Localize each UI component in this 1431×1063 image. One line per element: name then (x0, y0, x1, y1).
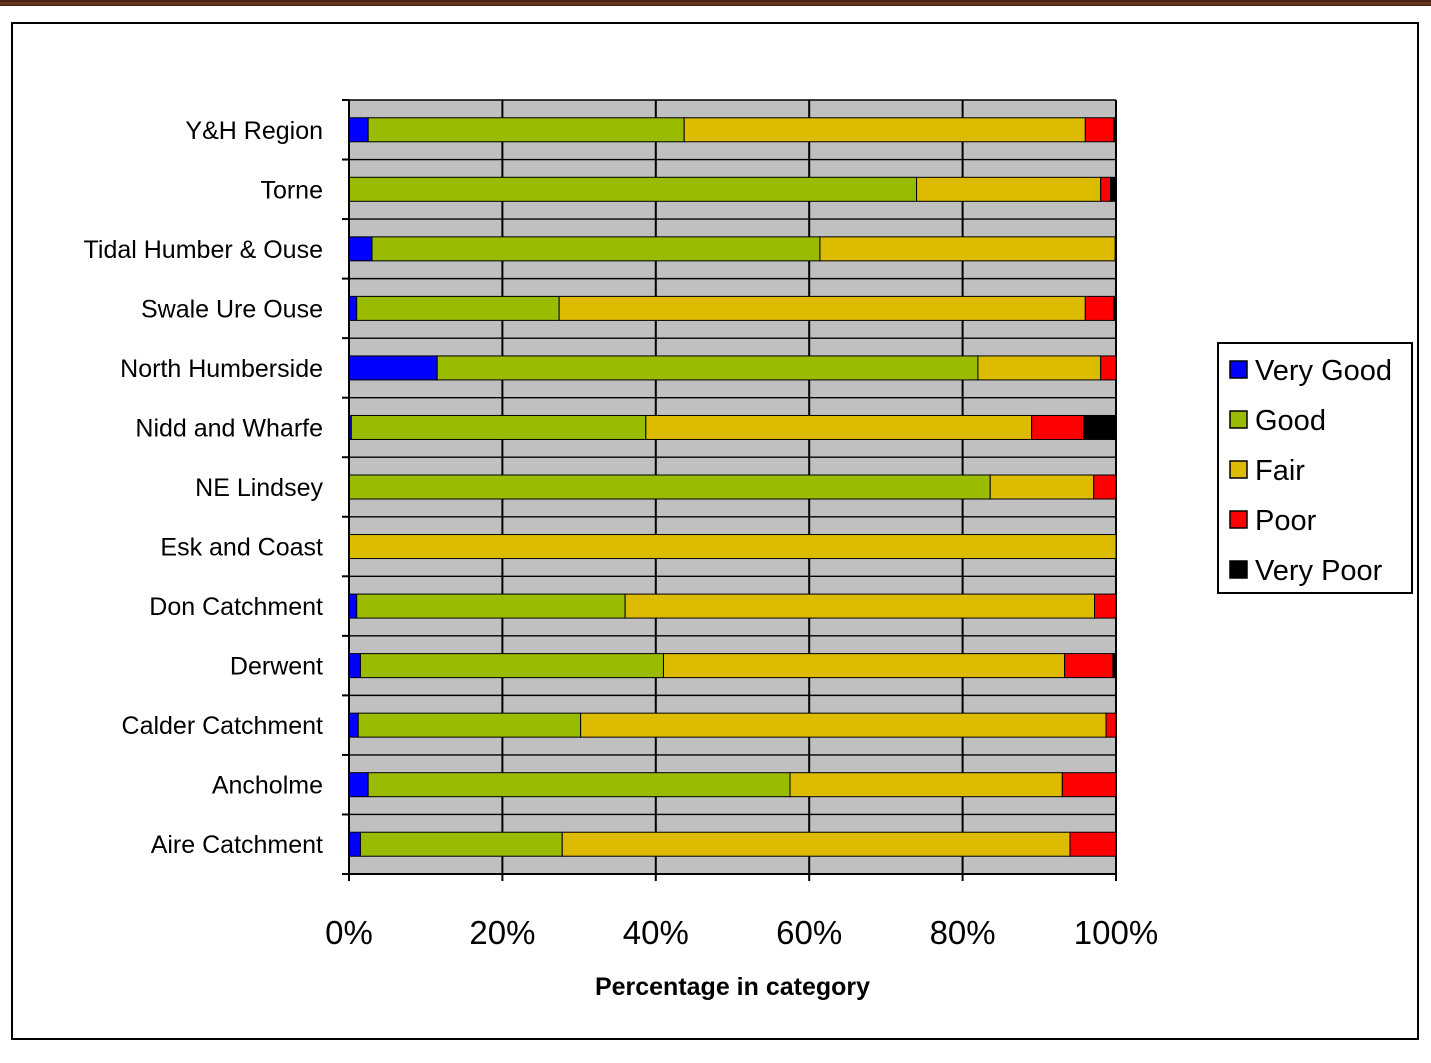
category-label: NE Lindsey (195, 474, 323, 502)
legend: Very Good Good Fair Poor Very Poor (1217, 342, 1413, 594)
category-label: Aire Catchment (151, 831, 323, 859)
bar-segment-fair (989, 474, 1095, 500)
bars (348, 117, 1117, 857)
category-label: Nidd and Wharfe (135, 414, 323, 442)
bar-segment-very-good (348, 593, 358, 619)
bar-segment-very-good (348, 295, 358, 321)
bar-segment-poor (1093, 474, 1117, 500)
x-tick-label: 0% (325, 914, 373, 951)
bar-segment-good (371, 236, 821, 262)
x-tick-label: 100% (1074, 914, 1158, 951)
bar-segment-fair (348, 534, 1117, 560)
category-labels: Y&H Region Torne Tidal Humber & Ouse Swale … (84, 117, 324, 859)
legend-label: Fair (1255, 455, 1305, 487)
bar-segment-very-good (348, 653, 362, 679)
bar-segment-very-good (348, 117, 369, 143)
bar-segment-good (356, 295, 560, 321)
bar-segment-very-poor (1110, 176, 1117, 202)
bar-segment-poor (1105, 712, 1117, 738)
bar-segment-good (436, 355, 979, 381)
category-label: Derwent (230, 653, 323, 681)
bar-segment-fair (977, 355, 1102, 381)
bar-segment-very-poor (1112, 653, 1117, 679)
bar-segment-poor (1084, 295, 1115, 321)
bar-segment-good (360, 653, 664, 679)
legend-label: Very Poor (1255, 555, 1383, 587)
bar-segment-poor (1061, 772, 1117, 798)
bar-segment-good (357, 712, 582, 738)
bar-segment-poor (1031, 414, 1085, 440)
category-label: Tidal Humber & Ouse (84, 236, 323, 264)
x-axis-title: Percentage in category (595, 973, 870, 1001)
category-label: Ancholme (212, 772, 323, 800)
bar-segment-good (348, 474, 991, 500)
legend-swatch (1229, 360, 1248, 379)
legend-swatch (1229, 410, 1248, 429)
category-label: Swale Ure Ouse (141, 295, 323, 323)
category-label: Y&H Region (185, 117, 323, 145)
bar-segment-good (350, 414, 647, 440)
x-tick-label: 20% (469, 914, 535, 951)
bar-segment-fair (662, 653, 1066, 679)
category-label: Torne (260, 176, 323, 204)
bar-segment-very-good (348, 236, 373, 262)
bar-segment-poor (1069, 831, 1117, 857)
bar-segment-fair (789, 772, 1063, 798)
bar-segment-fair (683, 117, 1086, 143)
legend-swatch (1229, 460, 1248, 479)
bar-segment-fair (819, 236, 1116, 262)
x-tick-labels: 0% 20% 40% 60% 80% 100% (325, 914, 1158, 951)
category-label: Calder Catchment (122, 712, 324, 740)
x-tick-label: 40% (623, 914, 689, 951)
bar-segment-poor (1100, 355, 1117, 381)
bar-segment-good (367, 772, 791, 798)
category-label: Esk and Coast (160, 534, 323, 562)
bar-segment-good (356, 593, 626, 619)
legend-label: Very Good (1255, 355, 1392, 387)
bar-segment-fair (916, 176, 1102, 202)
bar-segment-good (360, 831, 563, 857)
bar-segment-very-good (348, 355, 438, 381)
bar-segment-very-good (348, 831, 362, 857)
x-tick-label: 60% (776, 914, 842, 951)
bar-segment-poor (1100, 176, 1112, 202)
x-tick-label: 80% (930, 914, 996, 951)
window-top-border (0, 0, 1431, 6)
bar-segment-poor (1064, 653, 1114, 679)
bar-segment-very-poor (1113, 117, 1117, 143)
legend-swatch (1229, 510, 1248, 529)
bar-segment-fair (558, 295, 1086, 321)
category-label: Don Catchment (149, 593, 323, 621)
category-label: North Humberside (120, 355, 323, 383)
legend-swatch (1229, 560, 1248, 579)
bar-segment-very-poor (1113, 295, 1117, 321)
bar-segment-very-good (348, 712, 359, 738)
legend-label: Good (1255, 405, 1326, 437)
bar-segment-good (348, 176, 918, 202)
bar-segment-fair (624, 593, 1096, 619)
axes (342, 99, 1117, 881)
legend-label: Poor (1255, 505, 1317, 537)
bar-segment-fair (561, 831, 1071, 857)
bar-segment-poor (1094, 593, 1117, 619)
bar-segment-very-good (348, 772, 369, 798)
legend-box (1217, 342, 1413, 594)
bar-segment-fair (580, 712, 1107, 738)
bar-segment-fair (645, 414, 1033, 440)
bar-segment-poor (1114, 236, 1117, 262)
bar-segment-good (367, 117, 685, 143)
bar-segment-very-poor (1083, 414, 1117, 440)
bar-segment-poor (1084, 117, 1115, 143)
